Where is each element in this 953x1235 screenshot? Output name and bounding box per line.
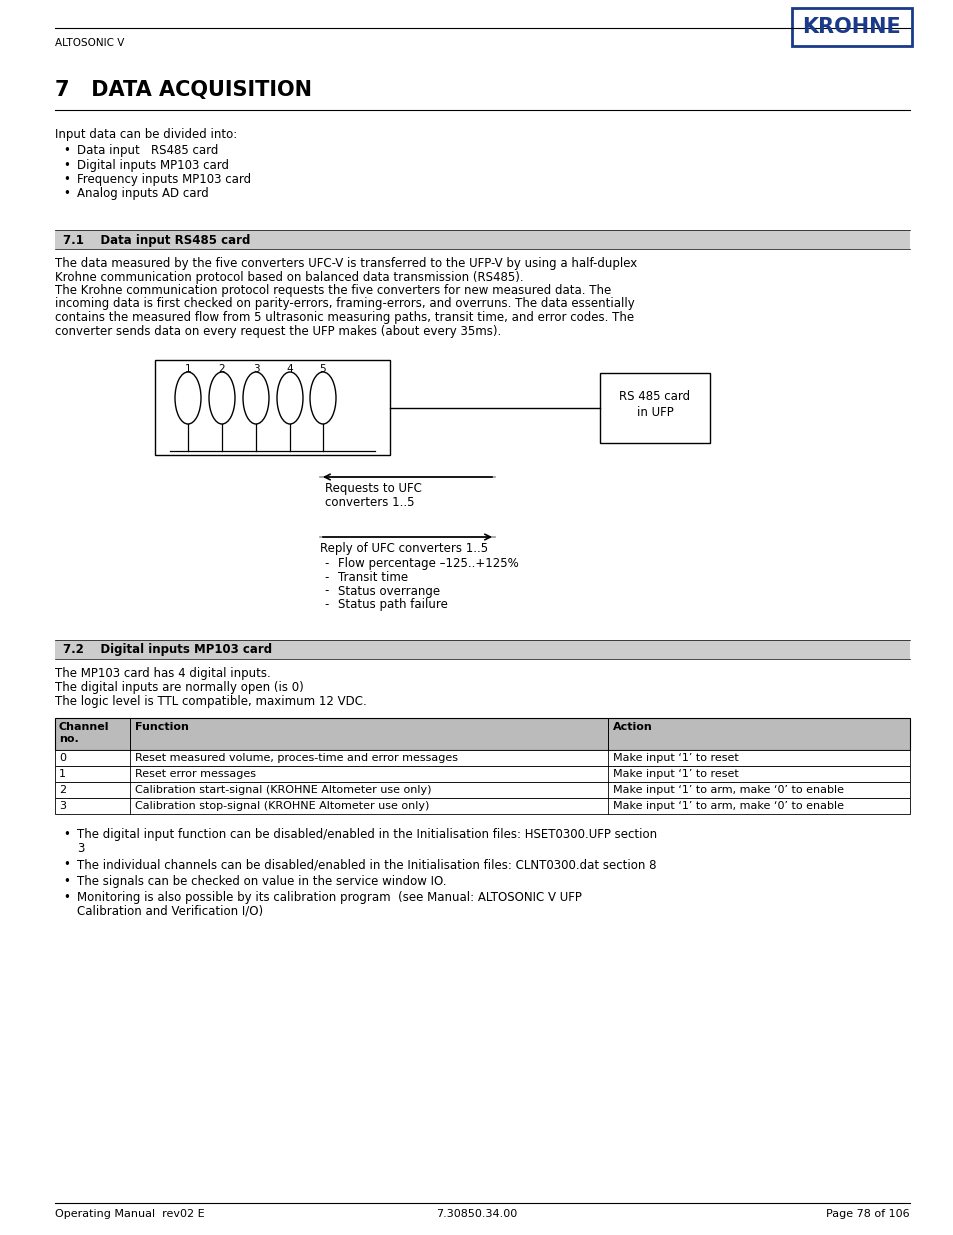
Text: •: • [63,188,70,200]
Text: The MP103 card has 4 digital inputs.: The MP103 card has 4 digital inputs. [55,667,271,680]
Text: 3: 3 [253,364,259,374]
Text: Flow percentage –125..+125%: Flow percentage –125..+125% [337,557,518,571]
Text: Page 78 of 106: Page 78 of 106 [825,1209,909,1219]
Ellipse shape [209,372,234,424]
Text: 2: 2 [218,364,225,374]
Text: •: • [63,144,70,157]
Text: 3: 3 [59,802,66,811]
Text: in UFP: in UFP [636,406,673,420]
Text: Input data can be divided into:: Input data can be divided into: [55,128,237,141]
Text: The digital inputs are normally open (is 0): The digital inputs are normally open (is… [55,680,303,694]
Text: Operating Manual  rev02 E: Operating Manual rev02 E [55,1209,204,1219]
Text: Analog inputs AD card: Analog inputs AD card [77,188,209,200]
Text: -: - [324,598,328,611]
Text: •: • [63,158,70,172]
Text: -: - [324,584,328,598]
Text: •: • [63,874,70,888]
Bar [55,798,909,814]
Text: ALTOSONIC V: ALTOSONIC V [55,38,124,48]
Text: converters 1..5: converters 1..5 [325,495,414,509]
Text: converter sends data on every request the UFP makes (about every 35ms).: converter sends data on every request th… [55,325,500,337]
Bar [55,640,909,658]
Bar [791,7,911,46]
Text: 0: 0 [59,753,66,763]
Text: Calibration stop-signal (KROHNE Altometer use only): Calibration stop-signal (KROHNE Altomete… [135,802,429,811]
Text: KROHNE: KROHNE [801,17,901,37]
Text: Reset error messages: Reset error messages [135,769,255,779]
Text: Make input ‘1’ to arm, make ‘0’ to enable: Make input ‘1’ to arm, make ‘0’ to enabl… [613,802,843,811]
Ellipse shape [243,372,269,424]
Ellipse shape [310,372,335,424]
Text: Status path failure: Status path failure [337,598,447,611]
Text: 1: 1 [59,769,66,779]
Text: 4: 4 [287,364,293,374]
Bar [599,373,709,442]
Text: Calibration start-signal (KROHNE Altometer use only): Calibration start-signal (KROHNE Altomet… [135,785,431,795]
Text: Transit time: Transit time [337,571,408,584]
Text: no.: no. [59,734,79,743]
Text: Action: Action [613,722,652,732]
Text: Reset measured volume, proces-time and error messages: Reset measured volume, proces-time and e… [135,753,457,763]
Text: •: • [63,173,70,186]
Bar [55,230,909,249]
Ellipse shape [276,372,303,424]
Bar [55,766,909,782]
Text: The Krohne communication protocol requests the five converters for new measured : The Krohne communication protocol reques… [55,284,611,296]
Text: 1: 1 [185,364,192,374]
Text: Data input   RS485 card: Data input RS485 card [77,144,218,157]
Text: 7   DATA ACQUISITION: 7 DATA ACQUISITION [55,80,312,100]
Text: contains the measured flow from 5 ultrasonic measuring paths, transit time, and : contains the measured flow from 5 ultras… [55,311,634,324]
Text: Status overrange: Status overrange [337,584,439,598]
Text: 7.30850.34.00: 7.30850.34.00 [436,1209,517,1219]
Text: •: • [63,890,70,904]
Text: The logic level is TTL compatible, maximum 12 VDC.: The logic level is TTL compatible, maxim… [55,694,366,708]
Text: -: - [324,571,328,584]
Text: Krohne communication protocol based on balanced data transmission (RS485).: Krohne communication protocol based on b… [55,270,523,284]
Text: incoming data is first checked on parity-errors, framing-errors, and overruns. T: incoming data is first checked on parity… [55,298,634,310]
Text: 7.2    Digital inputs MP103 card: 7.2 Digital inputs MP103 card [63,643,272,657]
Text: Make input ‘1’ to arm, make ‘0’ to enable: Make input ‘1’ to arm, make ‘0’ to enabl… [613,785,843,795]
Bar [55,718,909,750]
Text: Frequency inputs MP103 card: Frequency inputs MP103 card [77,173,251,186]
Text: Function: Function [135,722,189,732]
Text: Make input ‘1’ to reset: Make input ‘1’ to reset [613,769,738,779]
Text: 5: 5 [319,364,326,374]
Text: Channel: Channel [59,722,110,732]
Text: Monitoring is also possible by its calibration program  (see Manual: ALTOSONIC V: Monitoring is also possible by its calib… [77,890,581,904]
Text: 7.1    Data input RS485 card: 7.1 Data input RS485 card [63,233,250,247]
Text: Digital inputs MP103 card: Digital inputs MP103 card [77,158,229,172]
Text: The individual channels can be disabled/enabled in the Initialisation files: CLN: The individual channels can be disabled/… [77,858,656,871]
Text: The digital input function can be disabled/enabled in the Initialisation files: : The digital input function can be disabl… [77,827,657,841]
Text: Reply of UFC converters 1..5: Reply of UFC converters 1..5 [319,542,488,555]
Text: The data measured by the five converters UFC-V is transferred to the UFP-V by us: The data measured by the five converters… [55,257,637,270]
Text: 3: 3 [77,841,84,855]
Bar [55,750,909,766]
Text: RS 485 card: RS 485 card [618,390,690,404]
Text: •: • [63,858,70,871]
Ellipse shape [174,372,201,424]
Text: Requests to UFC: Requests to UFC [325,482,421,495]
Text: •: • [63,827,70,841]
Text: The signals can be checked on value in the service window IO.: The signals can be checked on value in t… [77,874,446,888]
Bar [154,359,390,454]
Text: Calibration and Verification I/O): Calibration and Verification I/O) [77,904,263,918]
Bar [55,782,909,798]
Text: 2: 2 [59,785,66,795]
Text: -: - [324,557,328,571]
Text: Make input ‘1’ to reset: Make input ‘1’ to reset [613,753,738,763]
